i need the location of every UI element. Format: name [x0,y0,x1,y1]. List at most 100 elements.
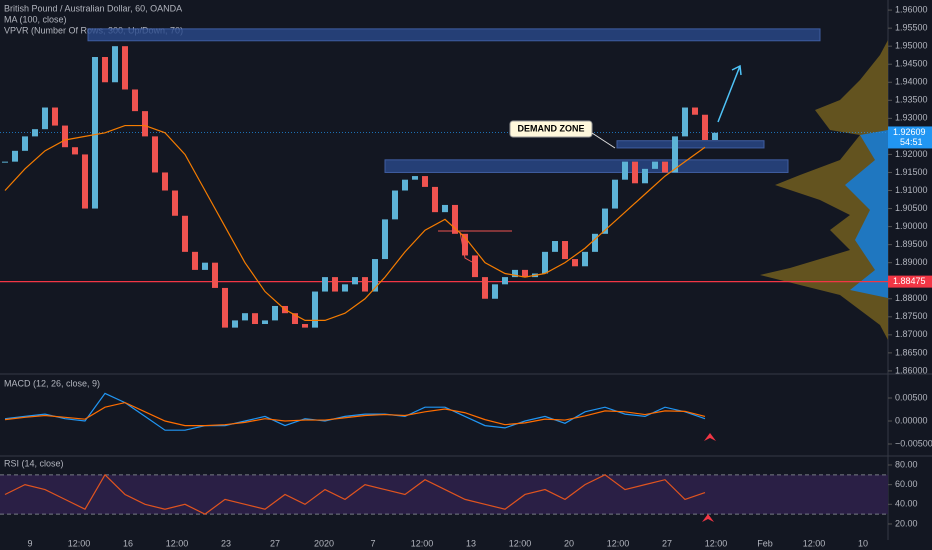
candle [592,233,598,252]
candle [552,241,558,252]
y-tick-label: 80.00 [895,459,918,469]
y-tick-label: −0.00500 [895,438,932,448]
y-tick-label: 1.86500 [895,347,928,357]
y-tick-label: 1.94500 [895,59,928,69]
level-label: 1.88475 [893,276,926,286]
y-tick-label: 1.91000 [895,185,928,195]
y-tick-label: 1.87500 [895,311,928,321]
ma-line [4,124,706,322]
candle [252,313,258,325]
y-tick-label: 1.89500 [895,239,928,249]
candle [622,161,628,180]
candle [242,313,248,321]
candle [672,136,678,173]
y-tick-label: 1.95500 [895,23,928,33]
up-arrow [702,514,714,522]
candle [612,179,618,209]
candle [262,320,268,325]
zone [384,159,789,173]
y-tick-label: 1.91500 [895,167,928,177]
panel-title: MACD (12, 26, close, 9) [4,378,100,388]
candle [692,107,698,115]
candle [562,241,568,260]
candle [222,287,228,328]
candle [122,46,128,90]
y-tick-label: 40.00 [895,499,918,509]
x-tick-label: 10 [858,538,868,548]
x-tick-label: 2020 [314,538,334,548]
candle [652,161,658,169]
candle [582,251,588,267]
candle [322,277,328,292]
candle [502,277,508,285]
candle [332,277,338,292]
volume-profile-value-area [845,130,888,298]
candle [522,269,528,278]
candle [362,277,368,292]
candle [102,57,108,83]
candle [702,114,708,140]
macd-line [4,392,706,431]
candle [72,147,78,155]
y-tick-label: 1.90500 [895,203,928,213]
candle [272,305,278,321]
y-tick-label: 0.00500 [895,392,928,402]
candle [172,190,178,216]
candle [152,136,158,173]
rsi-band [0,474,888,515]
candle [542,251,548,274]
candle [292,313,298,325]
x-tick-label: 12:00 [509,538,532,548]
zone [616,140,765,149]
candle [202,262,208,270]
x-tick-label: 12:00 [68,538,91,548]
candle [602,208,608,234]
candle [112,46,118,83]
candle [302,324,308,328]
candle [392,190,398,220]
zone [87,28,821,42]
x-tick-label: 27 [270,538,280,548]
x-tick-label: 27 [662,538,672,548]
candle [192,251,198,270]
y-tick-label: 1.87000 [895,329,928,339]
candle [512,269,518,278]
y-tick-label: 1.86000 [895,365,928,375]
y-tick-label: 1.92000 [895,149,928,159]
x-tick-label: 7 [370,538,375,548]
x-tick-label: 9 [27,538,32,548]
candle [492,284,498,299]
y-tick-label: 1.94000 [895,77,928,87]
candle [572,259,578,267]
candle [212,262,218,288]
x-tick-label: 16 [123,538,133,548]
x-tick-label: 12:00 [166,538,189,548]
signal-line [4,401,706,427]
candle [472,255,478,278]
candle [642,168,648,184]
candle [382,219,388,260]
x-tick-label: 20 [564,538,574,548]
up-arrow [704,433,716,441]
annotation: DEMAND ZONE [518,123,585,133]
candle [82,154,88,209]
candle [12,150,18,162]
x-tick-label: Feb [757,538,773,548]
candle [482,277,488,299]
y-tick-label: 60.00 [895,479,918,489]
y-tick-label: 1.95000 [895,41,928,51]
candle [142,111,148,137]
candle [442,204,448,213]
candle [452,204,458,234]
y-tick-label: 1.90000 [895,221,928,231]
candle [182,215,188,252]
volume-profile [760,40,888,340]
candle [42,107,48,130]
header-ma: MA (100, close) [4,14,67,24]
candle [92,57,98,209]
x-tick-label: 12:00 [803,538,826,548]
candle [232,320,238,328]
countdown: 54:51 [900,137,923,147]
price-label: 1.92609 [893,127,926,137]
